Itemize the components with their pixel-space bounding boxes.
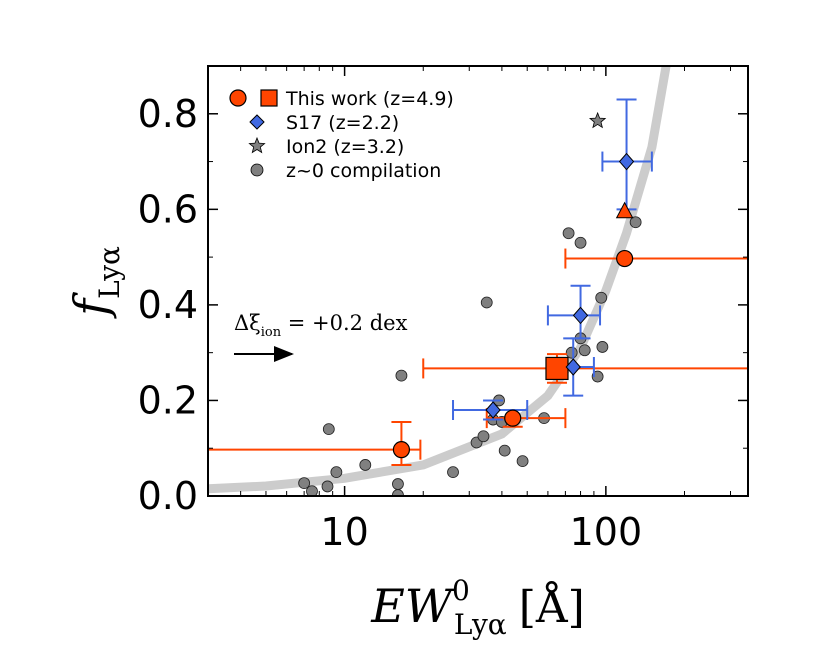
legend-marker-s17-diamond: [249, 114, 265, 130]
z0-point: [395, 369, 408, 382]
legend-label-ion2: Ion2 (z=3.2): [286, 136, 404, 158]
z0-point: [574, 236, 587, 249]
legend-label-this-work: This work (z=4.9): [285, 88, 454, 110]
ion2-point: [588, 111, 607, 129]
z0-point: [322, 423, 335, 436]
s17-point: [485, 401, 501, 419]
y-tick-label: 0.2: [138, 378, 198, 422]
z0-point: [595, 291, 608, 304]
y-tick-label: 0.6: [138, 187, 198, 231]
z0-point: [392, 478, 404, 490]
legend-label-z0: z~0 compilation: [286, 160, 441, 182]
y-tick-label: 0.0: [138, 474, 198, 518]
z0-point: [359, 459, 372, 471]
z0-point: [477, 430, 490, 443]
z0-point: [562, 227, 575, 240]
y-tick-label: 0.8: [138, 92, 198, 136]
z0-point: [565, 346, 578, 359]
legend-marker-this-work-circle: [229, 89, 247, 107]
z0-point: [330, 466, 343, 479]
legend: This work (z=4.9) S17 (z=2.2) Ion2 (z=3.…: [229, 88, 454, 182]
s17-point: [618, 152, 635, 171]
legend-label-s17: S17 (z=2.2): [286, 112, 399, 134]
legend-marker-this-work-square: [260, 89, 278, 107]
z0-point: [306, 485, 318, 496]
z0-point: [480, 296, 493, 309]
annotation-text: Δξion = +0.2 dex: [234, 311, 408, 340]
y-axis-label: fLyα: [64, 246, 126, 319]
this-work-triangle-point: [615, 201, 634, 219]
z0-point: [596, 341, 609, 353]
s17-point: [565, 358, 581, 376]
z0-point: [578, 344, 591, 357]
x-tick-label: 10: [320, 510, 368, 554]
z0-point: [629, 216, 642, 229]
z0-point: [498, 444, 511, 457]
legend-marker-z0-circle: [250, 163, 264, 177]
this-work-circle-point: [616, 249, 634, 268]
z0-point: [321, 480, 334, 493]
s17-point: [572, 306, 589, 325]
model-curve: [208, 66, 671, 494]
y-tick-label: 0.4: [138, 283, 198, 327]
x-tick-label: 100: [570, 510, 643, 554]
z0-point: [516, 455, 529, 468]
z0-point: [298, 477, 311, 490]
plot-frame: [207, 65, 749, 497]
this-work-circle-point: [504, 409, 522, 427]
this-work-circle-point: [392, 441, 411, 459]
legend-marker-ion2-star: [248, 136, 266, 154]
x-axis-label: EW0 Lyα [Å]: [370, 574, 585, 641]
this-work-square-point: [545, 356, 569, 381]
z0-point: [447, 466, 459, 479]
